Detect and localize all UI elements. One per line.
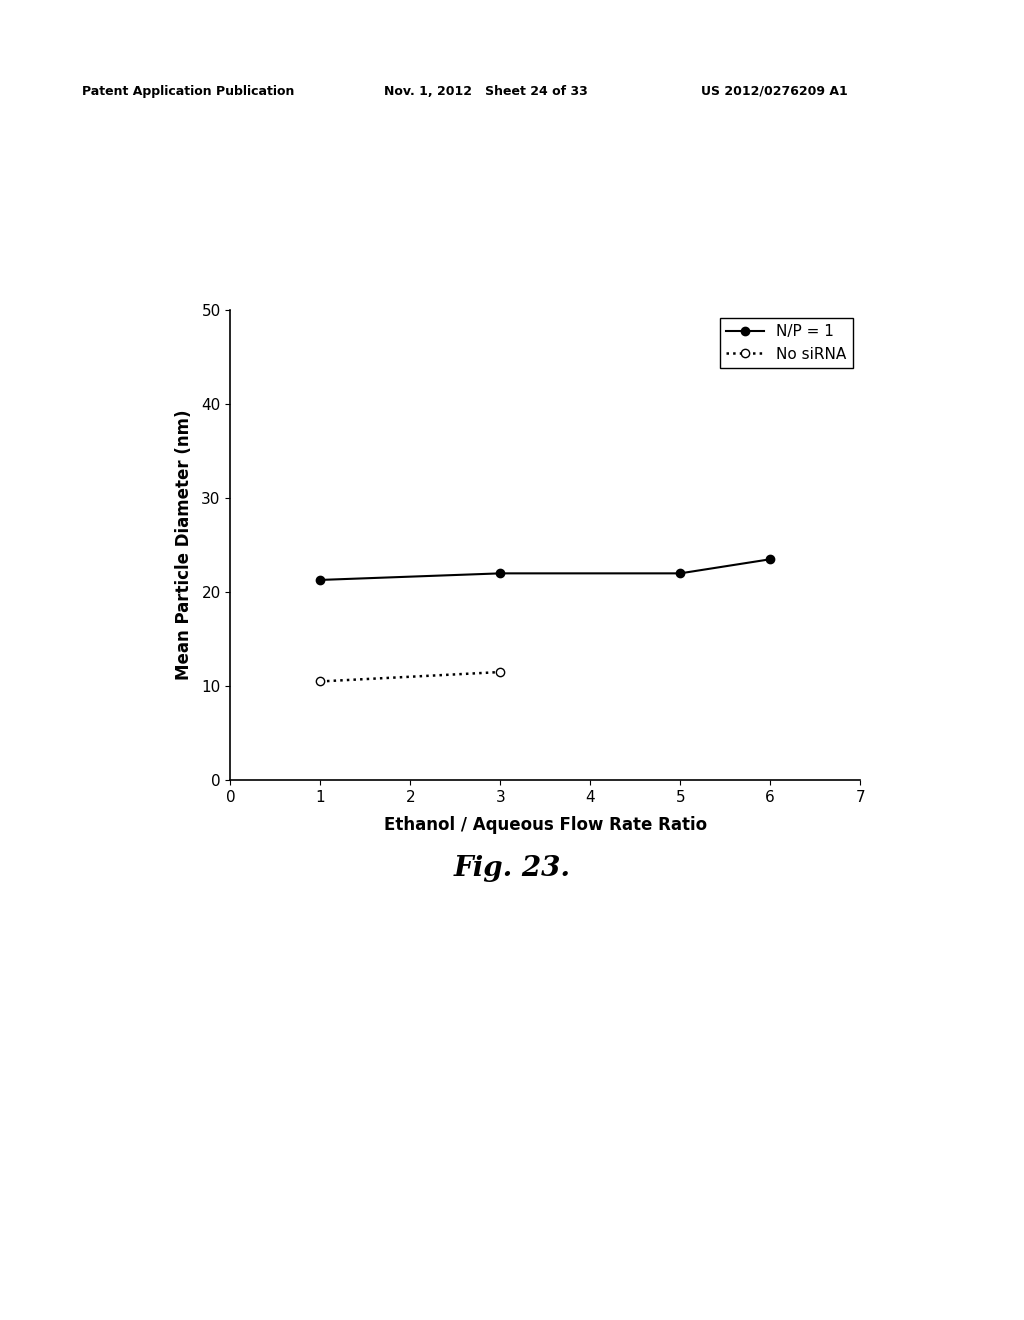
Text: Nov. 1, 2012   Sheet 24 of 33: Nov. 1, 2012 Sheet 24 of 33 xyxy=(384,84,588,98)
N/P = 1 xyxy=(314,572,327,587)
Text: Patent Application Publication: Patent Application Publication xyxy=(82,84,294,98)
Y-axis label: Mean Particle Diameter (nm): Mean Particle Diameter (nm) xyxy=(175,411,193,680)
Text: US 2012/0276209 A1: US 2012/0276209 A1 xyxy=(701,84,848,98)
Line: No siRNA: No siRNA xyxy=(316,668,505,685)
Text: Fig. 23.: Fig. 23. xyxy=(454,855,570,882)
N/P = 1 xyxy=(674,565,686,581)
No siRNA xyxy=(495,664,507,680)
N/P = 1 xyxy=(764,552,776,568)
Line: N/P = 1: N/P = 1 xyxy=(316,556,774,585)
X-axis label: Ethanol / Aqueous Flow Rate Ratio: Ethanol / Aqueous Flow Rate Ratio xyxy=(384,816,707,834)
Legend: N/P = 1, No siRNA: N/P = 1, No siRNA xyxy=(720,318,853,368)
N/P = 1 xyxy=(495,565,507,581)
No siRNA xyxy=(314,673,327,689)
